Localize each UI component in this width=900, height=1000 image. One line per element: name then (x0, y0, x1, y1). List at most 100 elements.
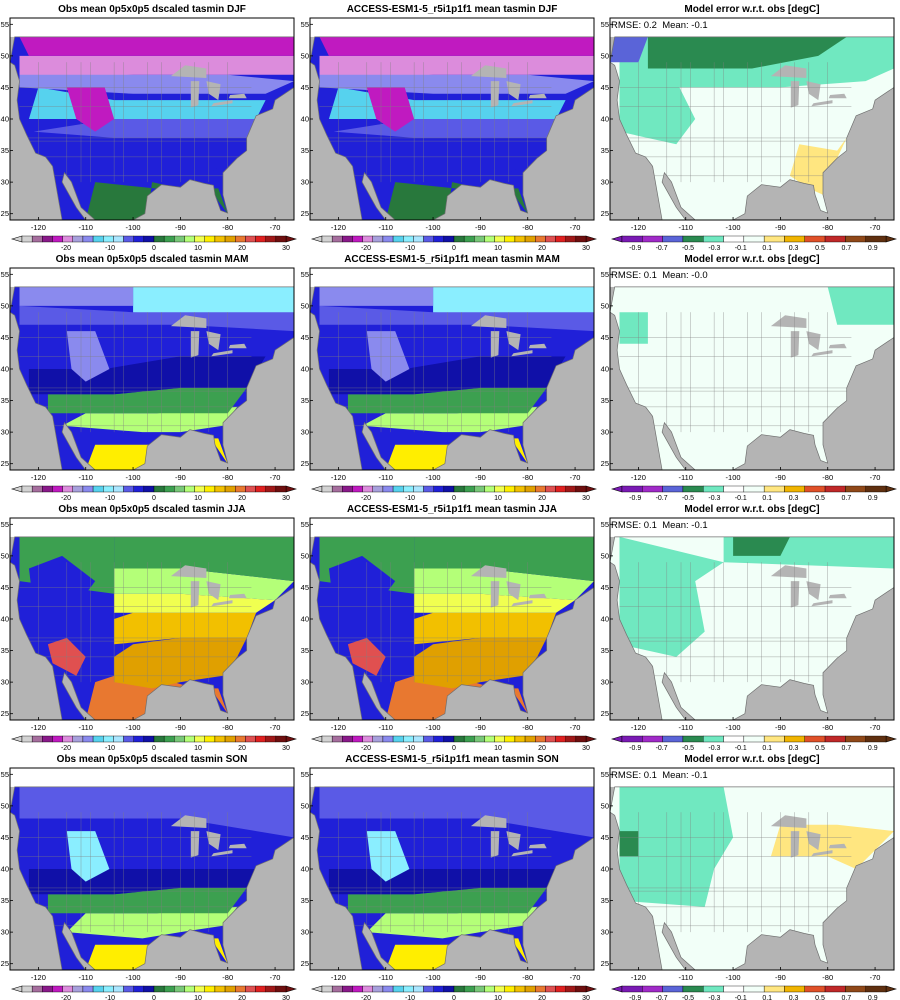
colorbar-swatch (372, 735, 384, 743)
colorbar-swatch (443, 735, 455, 743)
field-region (789, 137, 847, 195)
lake (511, 350, 533, 357)
colorbar-tick-label: -0.7 (656, 495, 668, 500)
colorbar-tick-label: -0.3 (708, 745, 720, 750)
x-tick-label: -100 (726, 223, 741, 232)
x-tick-label: -70 (570, 723, 581, 732)
colorbar-swatch (484, 485, 495, 493)
lake (511, 850, 533, 857)
colorbar-swatch (413, 235, 424, 243)
coastline (309, 536, 595, 721)
field-region (733, 536, 790, 556)
colorbar-tick-label: 0 (152, 995, 156, 1000)
colorbar-swatch (703, 985, 724, 993)
y-tick-label: 40 (601, 615, 609, 624)
colorbar-swatch (824, 985, 846, 993)
y-tick-label: 30 (601, 678, 609, 687)
colorbar-swatch (743, 985, 765, 993)
map-panel-djf-mean-model: ACCESS-ESM1-5_r5i1p1f1 mean tasmin DJF -1… (300, 0, 600, 250)
colorbar-low-arrow (610, 985, 623, 993)
colorbar-swatch (413, 735, 424, 743)
colorbar-swatch (433, 485, 445, 493)
x-tick-label: -70 (270, 973, 281, 982)
rmse-value: 0.1 (643, 520, 657, 531)
colorbar-tick-label: -20 (361, 745, 371, 750)
colorbar-swatch (763, 735, 785, 743)
x-tick-label: -90 (475, 473, 486, 482)
field-region (328, 555, 396, 607)
y-tick-label: 35 (601, 646, 609, 655)
colorbar-swatch (163, 985, 175, 993)
lake (811, 350, 833, 357)
lake (506, 581, 521, 601)
x-tick-label: -70 (270, 223, 281, 232)
colorbar-tick-label: 0.7 (842, 495, 852, 500)
colorbar-swatch (474, 485, 485, 493)
colorbar-tick-label: -20 (61, 745, 71, 750)
colorbar-tick-label: -0.1 (735, 995, 747, 1000)
lake (828, 93, 847, 99)
colorbar-tick-label: -10 (105, 495, 115, 500)
colorbar-swatch (42, 985, 53, 993)
lake (190, 81, 200, 108)
colorbar-swatch (662, 735, 684, 743)
colorbar-swatch (82, 485, 94, 493)
lake (528, 843, 547, 849)
mean-value: -0.1 (691, 770, 708, 781)
colorbar-swatch (743, 235, 765, 243)
colorbar-swatch (743, 735, 765, 743)
x-tick-label: -120 (31, 723, 46, 732)
y-tick-label: 40 (1, 865, 9, 874)
colorbar-swatch (92, 235, 104, 243)
colorbar-tick-label: -10 (405, 745, 415, 750)
colorbar-swatch (113, 485, 124, 493)
colorbar-tick-label: 0.3 (789, 745, 799, 750)
colorbar-swatch (555, 485, 566, 493)
colorbar-swatch (514, 485, 526, 493)
colorbar-low-arrow (10, 485, 23, 493)
colorbar-tick-label: 0 (452, 995, 456, 1000)
colorbar-tick-label: 0.7 (842, 995, 852, 1000)
y-tick-label: 35 (1, 396, 9, 405)
map-panel-djf-mean-obs: Obs mean 0p5x0p5 dscaled tasmin DJF -120 -… (0, 0, 300, 250)
colorbar-swatch (545, 985, 556, 993)
colorbar-swatch (42, 735, 53, 743)
field-region (827, 286, 894, 325)
colorbar-swatch (382, 735, 394, 743)
colorbar-swatch (92, 735, 104, 743)
lake (470, 815, 507, 828)
colorbar-swatch (62, 735, 73, 743)
colorbar-swatch (265, 985, 277, 993)
colorbar-swatch (62, 235, 73, 243)
mean-value: -0.1 (691, 20, 708, 31)
colorbar-swatch (494, 985, 505, 993)
lake (228, 93, 247, 99)
colorbar-swatch (31, 735, 43, 743)
field-region (114, 536, 294, 582)
x-tick-label: -120 (631, 473, 646, 482)
colorbar-swatch (453, 735, 465, 743)
colorbar-swatch (331, 985, 343, 993)
x-tick-label: -120 (631, 723, 646, 732)
colorbar-swatch (524, 985, 536, 993)
colorbar-swatch (255, 235, 266, 243)
no-data-band (310, 518, 594, 537)
colorbar-low-arrow (610, 735, 623, 743)
colorbar-swatch (103, 485, 114, 493)
colorbar-tick-label: -0.3 (708, 495, 720, 500)
colorbar-swatch (703, 735, 724, 743)
colorbar-tick-label: -10 (105, 245, 115, 250)
colorbar-swatch (392, 985, 404, 993)
y-tick-label: 50 (301, 801, 309, 810)
y-tick-label: 35 (1, 146, 9, 155)
y-tick-label: 25 (301, 959, 309, 968)
colorbar-swatch (235, 985, 246, 993)
colorbar-swatch (275, 985, 287, 993)
colorbar-swatch (463, 235, 475, 243)
field-region (319, 786, 594, 838)
colorbar-swatch (72, 485, 84, 493)
rmse-value: 0.2 (643, 20, 657, 31)
colorbar-swatch (143, 985, 155, 993)
colorbar-swatch (504, 985, 516, 993)
